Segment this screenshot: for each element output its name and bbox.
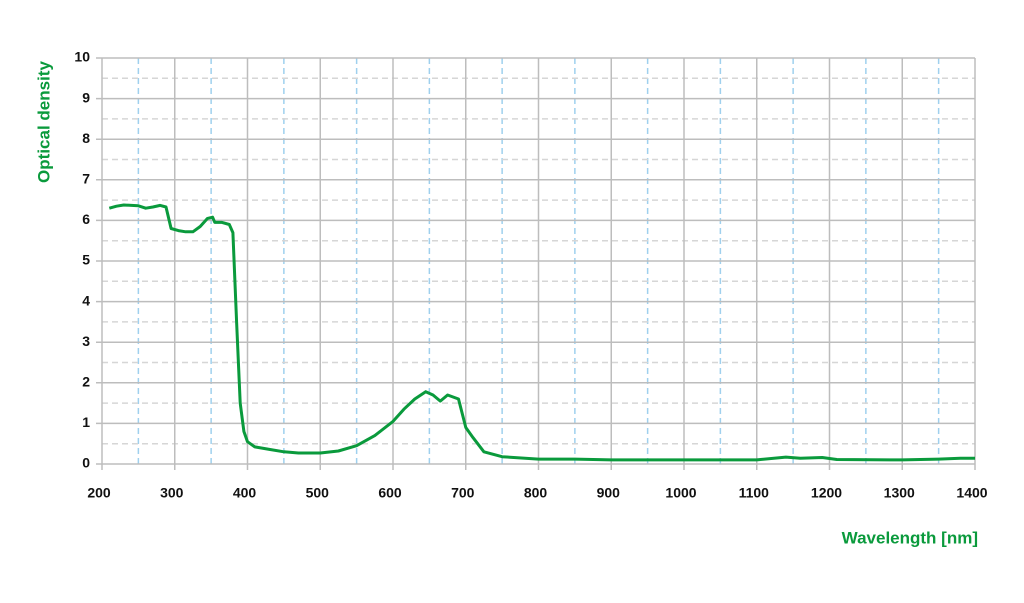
y-tick-label: 9	[82, 89, 90, 105]
x-tick-label: 1100	[739, 485, 770, 501]
x-tick-label: 400	[233, 485, 257, 501]
x-tick-label: 600	[378, 485, 402, 501]
y-tick-label: 8	[82, 130, 90, 146]
x-tick-label: 1300	[884, 485, 915, 501]
y-axis-title: Optical density	[34, 61, 53, 183]
x-tick-label: 200	[87, 485, 111, 501]
y-tick-label: 2	[82, 374, 90, 390]
x-tick-label: 300	[160, 485, 184, 501]
x-tick-label: 1400	[956, 485, 987, 501]
x-tick-label: 700	[451, 485, 475, 501]
x-tick-label: 1200	[811, 485, 842, 501]
y-tick-label: 4	[82, 292, 90, 308]
x-tick-label: 1000	[665, 485, 696, 501]
x-axis-title: Wavelength [nm]	[842, 528, 978, 547]
y-tick-label: 10	[74, 49, 90, 65]
y-tick-label: 1	[82, 414, 90, 430]
y-tick-label: 7	[82, 171, 90, 187]
x-tick-label: 800	[524, 485, 548, 501]
y-tick-label: 5	[82, 252, 90, 268]
y-tick-label: 3	[82, 333, 90, 349]
data-line	[108, 203, 975, 462]
y-tick-label: 0	[82, 455, 90, 471]
x-tick-label: 900	[597, 485, 621, 501]
x-tick-label: 500	[306, 485, 330, 501]
y-tick-label: 6	[82, 211, 90, 227]
